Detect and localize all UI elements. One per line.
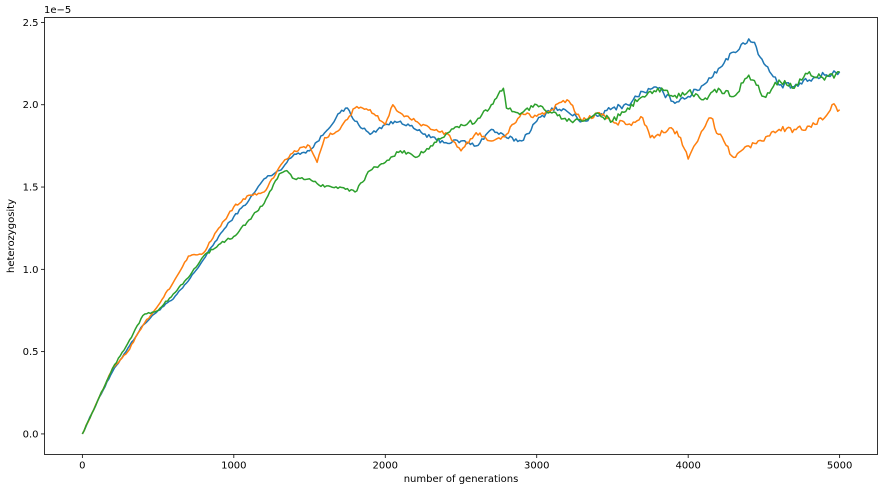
- y-tick-label: 0.5: [23, 347, 39, 358]
- y-tick-label: 0.0: [23, 429, 39, 440]
- y-axis-offset-text: 1e−5: [44, 5, 71, 16]
- y-axis-label: heterozygosity: [6, 199, 17, 273]
- series-line-2: [81, 99, 841, 435]
- x-tick-label: 4000: [675, 461, 700, 472]
- y-tick-label: 1.5: [23, 183, 39, 194]
- y-tick-label: 1.0: [23, 265, 39, 276]
- plot-area-frame: [44, 17, 878, 455]
- series-line-1: [81, 38, 841, 435]
- series-line-3: [81, 70, 840, 435]
- x-tick-label: 0: [79, 461, 85, 472]
- y-axis: 0.0 0.5 1.0 1.5 2.0 2.5: [23, 18, 45, 440]
- x-tick-label: 5000: [827, 461, 852, 472]
- series-layer: [81, 38, 841, 435]
- x-tick-label: 2000: [373, 461, 398, 472]
- x-axis: 0 1000 2000 3000 4000 5000: [79, 454, 852, 472]
- x-tick-label: 1000: [221, 461, 246, 472]
- x-axis-label: number of generations: [404, 474, 519, 485]
- y-tick-label: 2.0: [23, 100, 39, 111]
- x-tick-label: 3000: [524, 461, 549, 472]
- y-tick-label: 2.5: [23, 18, 39, 29]
